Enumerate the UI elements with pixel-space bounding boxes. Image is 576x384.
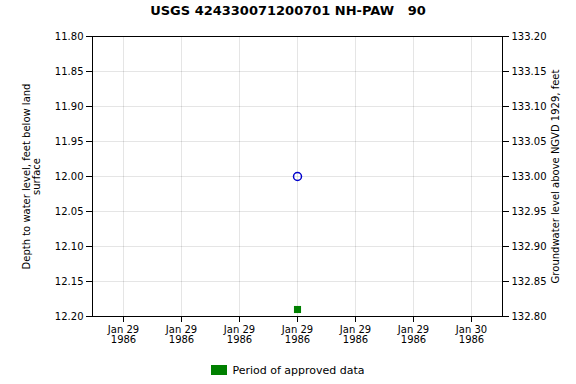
svg-text:Jan 291986: Jan 291986 <box>339 324 371 345</box>
svg-text:12.20: 12.20 <box>55 311 84 322</box>
svg-text:132.95: 132.95 <box>512 206 547 217</box>
svg-text:11.90: 11.90 <box>55 101 84 112</box>
svg-text:132.80: 132.80 <box>512 311 547 322</box>
svg-text:133.00: 133.00 <box>512 171 547 182</box>
svg-text:11.85: 11.85 <box>55 66 84 77</box>
svg-text:Jan 291986: Jan 291986 <box>397 324 429 345</box>
svg-text:133.05: 133.05 <box>512 136 547 147</box>
svg-text:11.80: 11.80 <box>55 31 84 42</box>
svg-text:Jan 291986: Jan 291986 <box>223 324 255 345</box>
html-text:USGS 424330071200701 NH-PAW 90: USGS 424330071200701 NH-PAW 90 <box>150 3 426 18</box>
svg-text:Jan 291986: Jan 291986 <box>107 324 139 345</box>
svg-text:133.15: 133.15 <box>512 66 547 77</box>
svg-text:11.95: 11.95 <box>55 136 84 147</box>
svg-text:133.10: 133.10 <box>512 101 547 112</box>
svg-text:132.90: 132.90 <box>512 241 547 252</box>
svg-text:Jan 291986: Jan 291986 <box>165 324 197 345</box>
svg-text:132.85: 132.85 <box>512 276 547 287</box>
svg-text:12.15: 12.15 <box>55 276 84 287</box>
svg-text:12.10: 12.10 <box>55 241 84 252</box>
svg-text:12.00: 12.00 <box>55 171 84 182</box>
html-text:Period of approved data: Period of approved data <box>232 363 365 377</box>
svg-text:Depth to water level, feet bel: Depth to water level, feet below landsur… <box>21 84 42 270</box>
svg-text:12.05: 12.05 <box>55 206 84 217</box>
svg-text:Jan 301986: Jan 301986 <box>455 324 487 345</box>
svg-text:133.20: 133.20 <box>512 31 547 42</box>
svg-text:Jan 291986: Jan 291986 <box>281 324 313 345</box>
svg-text:Groundwater level above NGVD 1: Groundwater level above NGVD 1929, feet <box>550 70 561 284</box>
